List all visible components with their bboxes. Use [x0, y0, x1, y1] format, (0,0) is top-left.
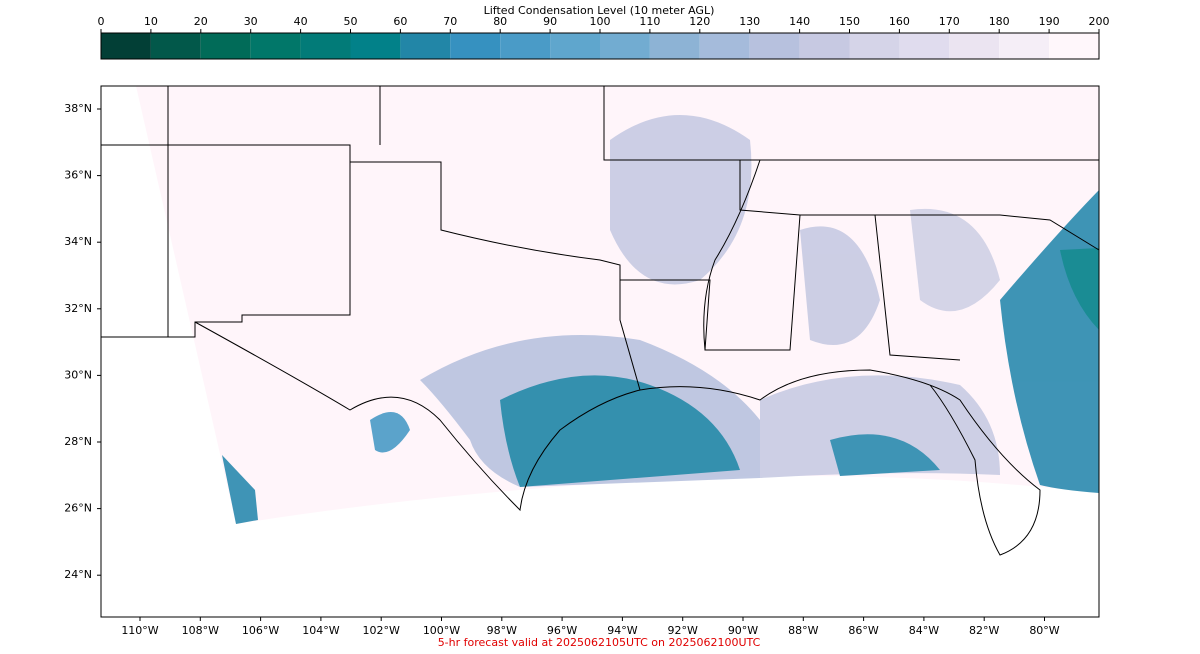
- colorbar-tick-label: 70: [443, 15, 457, 28]
- colorbar: 0 10 20 30 40 50 60 70 80 90 100 110 120 130 140 150 160…: [98, 15, 1110, 60]
- colorbar-tick-label: 150: [839, 15, 860, 28]
- lat-label: 26°N: [64, 502, 92, 515]
- colorbar-segment: [150, 33, 201, 59]
- colorbar-segment: [1049, 33, 1099, 59]
- colorbar-tick-label: 40: [294, 15, 308, 28]
- colorbar-tick-label: 120: [689, 15, 710, 28]
- forecast-footer: 5-hr forecast valid at 2025062105UTC on …: [438, 636, 761, 649]
- lat-label: 32°N: [64, 302, 92, 315]
- lon-label: 102°W: [363, 624, 400, 637]
- axis-labels: 38°N 36°N 34°N 32°N 30°N 28°N 26°N 24°N 110°W 108…: [64, 102, 1060, 637]
- colorbar-tick-label: 100: [590, 15, 611, 28]
- colorbar-tick-label: 180: [989, 15, 1010, 28]
- lon-label: 82°W: [969, 624, 999, 637]
- lat-label: 24°N: [64, 568, 92, 581]
- colorbar-tick-label: 50: [344, 15, 358, 28]
- lon-label: 90°W: [728, 624, 758, 637]
- colorbar-tick-label: 200: [1089, 15, 1110, 28]
- lat-label: 36°N: [64, 169, 92, 182]
- lat-label: 30°N: [64, 368, 92, 381]
- colorbar-tick-label: 80: [493, 15, 507, 28]
- colorbar-segment: [350, 33, 401, 59]
- colorbar-tick-label: 170: [939, 15, 960, 28]
- colorbar-title: Lifted Condensation Level (10 meter AGL): [484, 4, 715, 17]
- lat-label: 28°N: [64, 435, 92, 448]
- colorbar-tick-label: 30: [244, 15, 258, 28]
- map: [100, 85, 1100, 618]
- lon-label: 108°W: [182, 624, 219, 637]
- colorbar-segment: [849, 33, 900, 59]
- colorbar-segment: [300, 33, 351, 59]
- colorbar-segment: [649, 33, 700, 59]
- colorbar-segment: [749, 33, 800, 59]
- lon-label: 110°W: [121, 624, 158, 637]
- colorbar-segment: [699, 33, 750, 59]
- lon-label: 96°W: [547, 624, 577, 637]
- colorbar-segment: [799, 33, 850, 59]
- colorbar-tick-label: 130: [739, 15, 760, 28]
- colorbar-segment: [200, 33, 251, 59]
- lon-label: 104°W: [302, 624, 339, 637]
- colorbar-segment: [250, 33, 301, 59]
- colorbar-segment: [600, 33, 650, 59]
- lat-label: 38°N: [64, 102, 92, 115]
- colorbar-segment: [999, 33, 1050, 59]
- colorbar-segment: [450, 33, 501, 59]
- map-frame: [100, 85, 1100, 618]
- colorbar-segment: [500, 33, 551, 59]
- colorbar-tick-label: 140: [789, 15, 810, 28]
- lon-label: 88°W: [788, 624, 818, 637]
- colorbar-segment: [899, 33, 950, 59]
- lon-label: 92°W: [668, 624, 698, 637]
- colorbar-tick-label: 10: [144, 15, 158, 28]
- colorbar-segment: [949, 33, 1000, 59]
- colorbar-tick-label: 110: [639, 15, 660, 28]
- lon-label: 94°W: [607, 624, 637, 637]
- lon-label: 86°W: [848, 624, 878, 637]
- colorbar-tick-label: 0: [98, 15, 105, 28]
- colorbar-segment: [550, 33, 600, 59]
- lat-label: 34°N: [64, 235, 92, 248]
- colorbar-tick-label: 160: [889, 15, 910, 28]
- boundaries: [101, 86, 1100, 556]
- field-shading: [222, 115, 1099, 524]
- colorbar-segment: [400, 33, 451, 59]
- lon-label: 84°W: [909, 624, 939, 637]
- colorbar-tick-label: 190: [1039, 15, 1060, 28]
- colorbar-tick-label: 20: [194, 15, 208, 28]
- lon-label: 100°W: [423, 624, 460, 637]
- lon-label: 106°W: [242, 624, 279, 637]
- colorbar-tick-label: 90: [543, 15, 557, 28]
- colorbar-tick-label: 60: [393, 15, 407, 28]
- lon-label: 80°W: [1029, 624, 1059, 637]
- lon-label: 98°W: [487, 624, 517, 637]
- colorbar-segment: [101, 33, 151, 59]
